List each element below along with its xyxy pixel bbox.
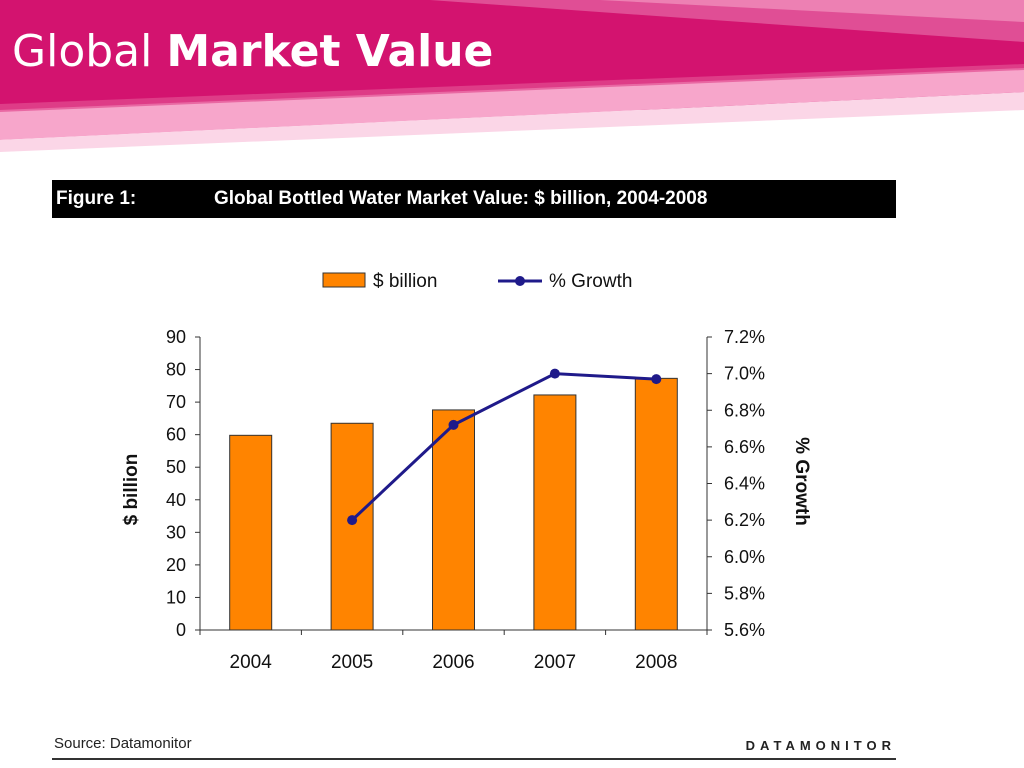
title-banner [0,0,1024,152]
x-tick-label: 2007 [534,652,576,673]
legend-line-label: % Growth [549,271,632,292]
slide-title-bold: Market Value [166,26,494,77]
legend-bar-label: $ billion [373,271,437,292]
bar-2004 [229,434,273,631]
x-tick-label: 2005 [331,652,373,673]
y-tick-label: 10 [166,587,186,607]
footer-divider [52,758,896,760]
y-tick-label: 40 [166,490,186,510]
growth-point-2008 [651,374,662,385]
source-note: Source: Datamonitor [54,735,192,752]
y2-tick-label: 6.0% [724,547,765,567]
bar-2006 [432,409,475,631]
y2-tick-label: 5.6% [724,620,765,640]
y-tick-label: 70 [166,392,186,412]
y2-tick-label: 5.8% [724,583,765,603]
y2-tick-label: 6.4% [724,474,765,494]
y-tick-label: 90 [166,327,186,347]
bar-2008 [634,377,678,631]
y2-tick-label: 7.0% [724,364,765,384]
x-tick-label: 2008 [635,652,677,673]
y2-tick-label: 6.6% [724,437,765,457]
y-tick-label: 0 [176,620,186,640]
bar-2007 [533,394,577,631]
y2-tick-label: 6.2% [724,510,765,530]
growth-line [351,372,657,522]
x-tick-label: 2006 [432,652,474,673]
figure-header: Figure 1: Global Bottled Water Market Va… [52,180,896,218]
brand-logo: DATAMONITOR [745,738,896,753]
legend-bar-swatch [322,272,366,288]
y2-axis-title: % Growth [791,437,812,526]
y-tick-label: 80 [166,360,186,380]
figure-title: Global Bottled Water Market Value: $ bil… [214,188,708,209]
legend-line-marker [515,276,525,286]
y-tick-label: 20 [166,555,186,575]
bar-2005 [330,422,374,631]
y-tick-label: 50 [166,457,186,477]
growth-point-2005 [347,515,358,526]
y2-tick-label: 6.8% [724,400,765,420]
growth-point-2007 [549,368,560,379]
y-axis-title: $ billion [121,454,142,526]
figure-number: Figure 1: [56,188,137,209]
y-tick-label: 60 [166,425,186,445]
slide-title: Global Market Value [12,26,494,77]
growth-point-2006 [448,419,459,430]
y-tick-label: 30 [166,522,186,542]
x-tick-label: 2004 [230,652,273,673]
slide-title-light: Global [12,26,153,77]
y2-tick-label: 7.2% [724,327,765,347]
